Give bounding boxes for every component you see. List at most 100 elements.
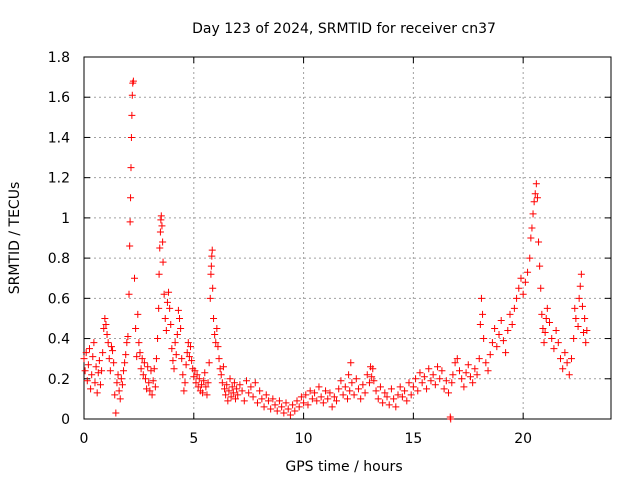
data-point: [114, 371, 122, 379]
data-point: [506, 310, 514, 318]
data-point: [280, 409, 288, 417]
y-tick-label: 1: [61, 211, 70, 227]
data-point: [80, 355, 88, 363]
data-point: [232, 395, 240, 403]
y-tick-label: 1.4: [48, 130, 70, 146]
data-point: [181, 379, 189, 387]
data-point: [210, 314, 218, 322]
data-point: [229, 389, 237, 397]
data-point: [233, 385, 241, 393]
data-point: [528, 224, 536, 232]
data-point: [127, 194, 135, 202]
data-point: [167, 320, 175, 328]
data-point: [212, 339, 220, 347]
data-point: [207, 262, 215, 270]
data-point: [423, 385, 431, 393]
data-point: [531, 190, 539, 198]
data-point: [369, 365, 377, 373]
data-point: [105, 355, 113, 363]
data-point: [128, 111, 136, 119]
data-point: [165, 288, 173, 296]
data-point: [178, 355, 186, 363]
data-point: [565, 371, 573, 379]
data-point: [99, 349, 107, 357]
data-point: [532, 180, 540, 188]
data-point: [136, 349, 144, 357]
data-point: [91, 379, 99, 387]
data-point: [541, 329, 549, 337]
data-point: [238, 387, 246, 395]
data-point: [141, 375, 149, 383]
data-point: [394, 391, 402, 399]
data-point: [438, 367, 446, 375]
data-point: [267, 405, 275, 413]
data-point: [357, 395, 365, 403]
data-point: [129, 77, 137, 85]
data-point: [559, 365, 567, 373]
data-point: [372, 387, 380, 395]
data-point: [315, 383, 323, 391]
data-point: [227, 393, 235, 401]
data-point: [583, 327, 591, 335]
data-point: [535, 238, 543, 246]
y-tick-label: 1.8: [48, 50, 70, 66]
data-point: [460, 383, 468, 391]
data-point: [405, 379, 413, 387]
data-point: [271, 401, 279, 409]
data-point: [242, 377, 250, 385]
data-point: [193, 371, 201, 379]
data-point: [221, 385, 229, 393]
data-point: [436, 375, 444, 383]
data-point: [149, 377, 157, 385]
data-point: [519, 290, 527, 298]
data-point: [93, 389, 101, 397]
data-point: [464, 361, 472, 369]
data-point: [171, 339, 179, 347]
data-point: [201, 369, 209, 377]
data-point: [414, 387, 422, 395]
data-point: [337, 377, 345, 385]
data-point: [363, 371, 371, 379]
data-point: [158, 222, 166, 230]
data-point: [495, 331, 503, 339]
x-tick-label: 10: [295, 431, 313, 447]
data-point: [207, 270, 215, 278]
data-point: [427, 377, 435, 385]
data-point: [188, 357, 196, 365]
y-tick-label: 0.6: [48, 291, 70, 307]
data-point: [324, 395, 332, 403]
data-point: [140, 359, 148, 367]
data-point: [361, 389, 369, 397]
data-point: [504, 327, 512, 335]
data-point: [117, 375, 125, 383]
data-point: [491, 325, 499, 332]
data-point: [403, 397, 411, 405]
data-point: [542, 314, 550, 322]
data-point: [434, 363, 442, 371]
data-point: [208, 252, 216, 260]
data-point: [538, 310, 546, 318]
data-point: [416, 369, 424, 377]
data-point: [247, 383, 255, 391]
data-point: [166, 304, 174, 312]
data-point: [577, 270, 585, 278]
data-point: [111, 391, 119, 399]
data-point: [168, 345, 176, 353]
data-point: [308, 395, 316, 403]
data-point: [213, 325, 221, 332]
data-point: [517, 274, 525, 282]
data-point: [352, 375, 360, 383]
data-point: [581, 314, 589, 322]
data-point: [150, 365, 158, 373]
data-point: [488, 339, 496, 347]
data-point: [85, 345, 93, 353]
data-point: [578, 302, 586, 310]
data-point: [510, 304, 518, 312]
data-point: [540, 339, 548, 347]
data-point: [374, 395, 382, 403]
data-point: [138, 355, 146, 363]
data-point: [304, 401, 312, 409]
data-point: [392, 403, 400, 411]
data-point: [199, 389, 207, 397]
data-point: [83, 377, 91, 385]
